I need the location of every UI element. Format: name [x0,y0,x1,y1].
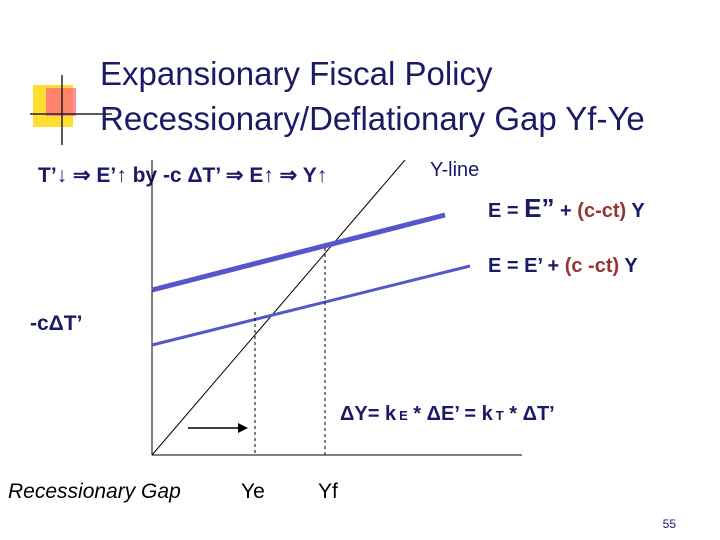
page-number: 55 [663,517,677,531]
mult-part: * ΔE’ = k [408,403,494,425]
title: Expansionary Fiscal Policy [100,55,493,92]
equation: E = E” + (c-ct) Y [488,193,645,223]
mult-sub: T [496,408,504,423]
eq-part: E” [524,193,554,223]
eq-part: Y [619,255,638,277]
eq-part: (c -ct) [565,255,619,277]
mult-sub: E [399,408,408,423]
eq-part: E = E’ + [488,255,565,277]
mult-part: ΔY= k [340,403,397,425]
yf-label: Yf [318,480,338,503]
mult-part: * ΔT’ [504,403,555,425]
gap-label: Recessionary Gap [8,480,181,503]
title: Recessionary/Deflationary Gap Yf-Ye [100,100,645,137]
logo-red [46,88,76,116]
equation: E = E’ + (c -ct) Y [488,255,638,277]
y-line [151,159,406,456]
chain-text: T’↓ ⇒ E’↑ by -c ΔT’ ⇒ E↑ ⇒ Y↑ [38,164,327,187]
shift-label: -cΔT’ [30,312,82,335]
gap-arrowhead [238,423,248,433]
eq-part: (c-ct) [577,200,626,222]
eq-part: Y [626,200,645,222]
expenditure-upper [151,212,446,293]
expenditure-lower [151,264,471,347]
ye-label: Ye [241,480,265,503]
eq-part: + [554,200,577,222]
line-label: Y-line [430,159,479,181]
eq-part: E = [488,200,524,222]
